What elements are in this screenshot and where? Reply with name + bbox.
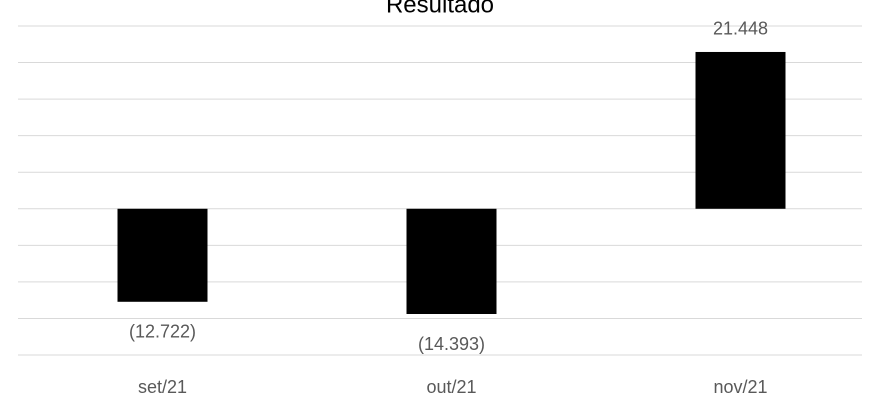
- chart-title: Resultado: [386, 0, 494, 18]
- x-tick-label: out/21: [426, 377, 476, 397]
- x-tick-label: set/21: [138, 377, 187, 397]
- bar: [117, 208, 208, 302]
- x-tick-label: nov/21: [713, 377, 767, 397]
- bar: [695, 51, 786, 209]
- bar: [406, 208, 497, 315]
- data-label: 21.448: [713, 19, 768, 39]
- data-label: (14.393): [418, 334, 485, 354]
- data-label: (12.722): [129, 322, 196, 342]
